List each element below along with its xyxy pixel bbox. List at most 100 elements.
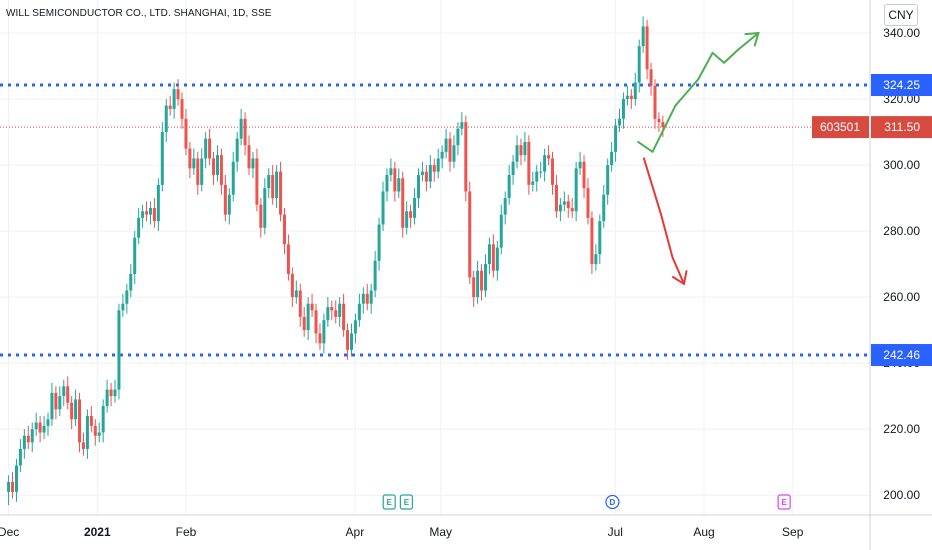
candle-body bbox=[420, 171, 424, 175]
candle-body bbox=[452, 145, 456, 162]
candle-body bbox=[444, 138, 448, 152]
candle-body bbox=[109, 389, 113, 397]
candle-body bbox=[219, 155, 223, 185]
event-marker-label: D bbox=[610, 498, 616, 507]
candle-body bbox=[271, 174, 275, 199]
candle-body bbox=[397, 178, 401, 192]
candle-body bbox=[519, 145, 523, 156]
x-tick-label: Aug bbox=[693, 525, 714, 539]
candle-body bbox=[598, 221, 602, 255]
y-tick-label: 200.00 bbox=[883, 488, 920, 502]
candle-body bbox=[582, 161, 586, 189]
candle-body bbox=[432, 165, 436, 172]
candle-body bbox=[97, 432, 101, 436]
currency-button[interactable]: CNY bbox=[884, 4, 918, 26]
x-tick-label: 2021 bbox=[84, 525, 111, 539]
candle-body bbox=[294, 290, 298, 298]
candle-body bbox=[342, 303, 346, 331]
candle-body bbox=[401, 178, 405, 228]
candle-body bbox=[558, 204, 562, 212]
candle-body bbox=[259, 204, 263, 228]
candle-body bbox=[7, 481, 11, 492]
chart-title: WILL SEMICONDUCTOR CO., LTD. SHANGHAI, 1… bbox=[6, 8, 272, 19]
candle-body bbox=[129, 274, 133, 291]
candle-body bbox=[405, 211, 409, 228]
candle-body bbox=[14, 465, 18, 492]
event-marker-d[interactable]: D bbox=[605, 494, 620, 510]
candle-body bbox=[633, 82, 637, 100]
arrowhead-up bbox=[744, 31, 760, 47]
candle-body bbox=[440, 151, 444, 159]
x-tick-label: Feb bbox=[176, 525, 197, 539]
event-marker-shape bbox=[399, 494, 413, 510]
candle-body bbox=[282, 214, 286, 245]
candle-body bbox=[424, 171, 428, 182]
y-tick-label: 280.00 bbox=[883, 224, 920, 238]
candle-body bbox=[413, 198, 417, 218]
x-tick-label: Sep bbox=[782, 525, 804, 539]
candle-body bbox=[460, 122, 464, 129]
candle-body bbox=[46, 419, 50, 426]
horizontal-levels[interactable] bbox=[0, 83, 870, 357]
candle-body bbox=[602, 194, 606, 222]
candle-body bbox=[255, 158, 259, 205]
candle-body bbox=[570, 207, 574, 212]
event-marker-e[interactable]: E bbox=[382, 494, 396, 510]
x-tick-label: May bbox=[429, 525, 452, 539]
candle-body bbox=[641, 26, 645, 47]
candle-body bbox=[38, 422, 42, 433]
candle-body bbox=[58, 396, 62, 410]
level-badge bbox=[871, 344, 932, 367]
candle-body bbox=[487, 244, 491, 265]
event-marker-e[interactable]: E bbox=[777, 494, 791, 510]
candle-body bbox=[428, 165, 432, 182]
candle-body bbox=[70, 402, 74, 420]
candle-body bbox=[78, 399, 82, 443]
candle-body bbox=[34, 422, 38, 430]
candle-body bbox=[184, 118, 188, 149]
candle-body bbox=[89, 415, 93, 426]
candle-body bbox=[338, 303, 342, 317]
candle-body bbox=[661, 122, 665, 128]
event-marker-label: E bbox=[387, 498, 393, 507]
candle-body bbox=[436, 158, 440, 172]
candle-body bbox=[318, 333, 322, 344]
candle-body bbox=[385, 174, 389, 192]
candle-body bbox=[551, 158, 555, 185]
candle-body bbox=[74, 399, 78, 420]
price-badges: 324.25 242.46 603501 311.50 bbox=[812, 74, 932, 367]
candle-body bbox=[393, 168, 397, 192]
candle-body bbox=[93, 425, 97, 436]
level-badge-label: 242.46 bbox=[883, 348, 920, 362]
candle-body bbox=[105, 389, 109, 407]
candle-body bbox=[484, 264, 488, 291]
candle-body bbox=[645, 26, 649, 70]
candle-body bbox=[527, 141, 531, 185]
y-tick-label: 300.00 bbox=[883, 158, 920, 172]
candle-body bbox=[176, 89, 180, 100]
candle-body bbox=[204, 138, 208, 159]
candle-body bbox=[554, 184, 558, 212]
candle-body bbox=[208, 138, 212, 159]
candle-body bbox=[346, 330, 350, 350]
candle-body bbox=[480, 270, 484, 291]
event-marker-e[interactable]: E bbox=[399, 494, 413, 510]
candle-body bbox=[594, 254, 598, 265]
candle-body bbox=[468, 191, 472, 278]
candle-body bbox=[499, 214, 503, 248]
candle-body bbox=[369, 290, 373, 304]
candle-body bbox=[263, 188, 267, 228]
candle-body bbox=[200, 158, 204, 185]
candle-body bbox=[148, 207, 152, 215]
candle-body bbox=[456, 128, 460, 146]
candle-body bbox=[349, 333, 353, 350]
candle-body bbox=[164, 105, 168, 133]
candle-body bbox=[574, 168, 578, 212]
candle-body bbox=[235, 138, 239, 162]
candle-body bbox=[547, 155, 551, 159]
candle-body bbox=[54, 392, 58, 410]
